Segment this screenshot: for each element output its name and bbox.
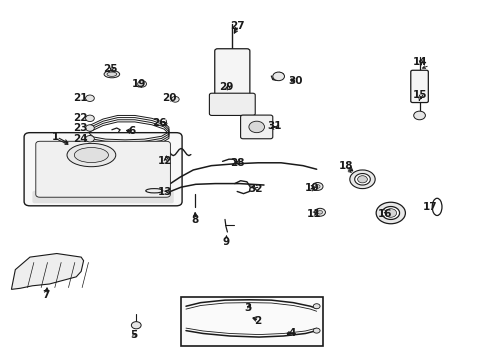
Text: 31: 31 (267, 121, 282, 131)
Text: 2: 2 (254, 316, 261, 325)
Text: 5: 5 (130, 330, 137, 340)
Circle shape (413, 111, 425, 120)
Circle shape (131, 321, 141, 329)
Circle shape (85, 95, 94, 102)
Text: 17: 17 (422, 202, 436, 212)
Circle shape (313, 304, 320, 309)
Ellipse shape (107, 72, 117, 76)
Text: 3: 3 (244, 303, 251, 314)
FancyBboxPatch shape (410, 70, 427, 103)
Text: 15: 15 (412, 90, 427, 100)
Text: 32: 32 (247, 184, 262, 194)
Circle shape (314, 208, 325, 216)
Circle shape (313, 328, 320, 333)
Text: 26: 26 (152, 118, 166, 128)
Text: 23: 23 (73, 123, 87, 133)
Circle shape (317, 211, 322, 214)
Circle shape (85, 125, 94, 131)
Text: 8: 8 (191, 215, 198, 225)
Circle shape (315, 185, 320, 188)
Text: 24: 24 (73, 134, 87, 144)
Circle shape (85, 135, 94, 142)
Text: 6: 6 (128, 126, 136, 135)
Text: 19: 19 (131, 79, 145, 89)
Circle shape (248, 121, 264, 133)
Circle shape (85, 115, 94, 122)
Ellipse shape (74, 148, 108, 163)
Ellipse shape (67, 143, 116, 167)
Text: 18: 18 (338, 161, 352, 171)
Text: 16: 16 (377, 209, 391, 219)
Ellipse shape (104, 71, 120, 78)
Text: 22: 22 (73, 113, 87, 123)
Text: 28: 28 (229, 158, 244, 168)
FancyBboxPatch shape (209, 93, 255, 116)
Circle shape (384, 209, 396, 217)
Text: 9: 9 (223, 237, 229, 247)
Text: 10: 10 (304, 183, 318, 193)
FancyBboxPatch shape (32, 191, 173, 203)
Circle shape (312, 183, 323, 190)
Text: 30: 30 (288, 76, 303, 86)
Bar (181, 297, 322, 346)
Text: 13: 13 (158, 187, 172, 197)
Text: 1: 1 (52, 132, 60, 142)
FancyBboxPatch shape (240, 115, 272, 139)
Circle shape (171, 96, 179, 102)
Text: 7: 7 (42, 291, 50, 301)
Text: 27: 27 (229, 21, 244, 31)
FancyBboxPatch shape (24, 133, 182, 206)
Polygon shape (11, 253, 83, 289)
Text: 21: 21 (73, 93, 87, 103)
FancyBboxPatch shape (36, 141, 170, 197)
Text: 11: 11 (306, 209, 321, 219)
FancyBboxPatch shape (214, 49, 249, 100)
Text: 12: 12 (158, 156, 172, 166)
Text: 25: 25 (103, 64, 118, 74)
Text: 4: 4 (288, 328, 295, 338)
Text: 20: 20 (162, 93, 176, 103)
Circle shape (138, 81, 146, 87)
Text: 29: 29 (218, 82, 233, 93)
Text: 14: 14 (412, 57, 427, 67)
Circle shape (357, 176, 366, 183)
Circle shape (272, 72, 284, 81)
